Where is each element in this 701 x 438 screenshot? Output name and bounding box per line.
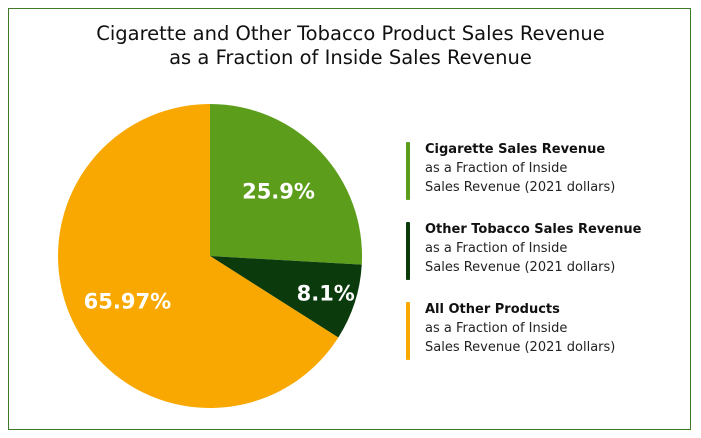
chart-legend: Cigarette Sales Revenue as a Fraction of…	[406, 140, 696, 380]
legend-item-other-tobacco: Other Tobacco Sales Revenue as a Fractio…	[406, 220, 696, 280]
chart-title-line-1: Cigarette and Other Tobacco Product Sale…	[96, 22, 605, 45]
slice-label-all-other-products: 65.97%	[84, 289, 171, 313]
legend-desc-line-2-all-other-products: Sales Revenue (2021 dollars)	[425, 340, 616, 355]
legend-title-all-other-products: All Other Products	[425, 302, 560, 317]
slice-label-other-tobacco: 8.1%	[297, 281, 355, 305]
legend-desc-line-2-cigarette: Sales Revenue (2021 dollars)	[425, 180, 616, 195]
legend-swatch-cigarette	[406, 142, 410, 200]
pie-slice-all-other-products	[58, 104, 339, 408]
legend-item-cigarette: Cigarette Sales Revenue as a Fraction of…	[406, 140, 696, 200]
legend-swatch-other-tobacco	[406, 222, 410, 280]
pie-slice-cigarette	[210, 104, 362, 265]
chart-title-line-2: as a Fraction of Inside Sales Revenue	[169, 46, 532, 69]
legend-desc-line-2-other-tobacco: Sales Revenue (2021 dollars)	[425, 260, 616, 275]
legend-title-other-tobacco: Other Tobacco Sales Revenue	[425, 222, 642, 237]
pie-slice-other-tobacco	[210, 256, 362, 338]
legend-swatch-all-other-products	[406, 302, 410, 360]
slice-label-cigarette: 25.9%	[242, 179, 315, 203]
legend-item-all-other-products: All Other Products as a Fraction of Insi…	[406, 300, 696, 360]
legend-desc-line-1-cigarette: as a Fraction of Inside	[425, 161, 568, 176]
legend-title-cigarette: Cigarette Sales Revenue	[425, 142, 606, 157]
chart-title: Cigarette and Other Tobacco Product Sale…	[0, 22, 701, 70]
legend-desc-line-1-other-tobacco: as a Fraction of Inside	[425, 241, 568, 256]
legend-desc-line-1-all-other-products: as a Fraction of Inside	[425, 321, 568, 336]
